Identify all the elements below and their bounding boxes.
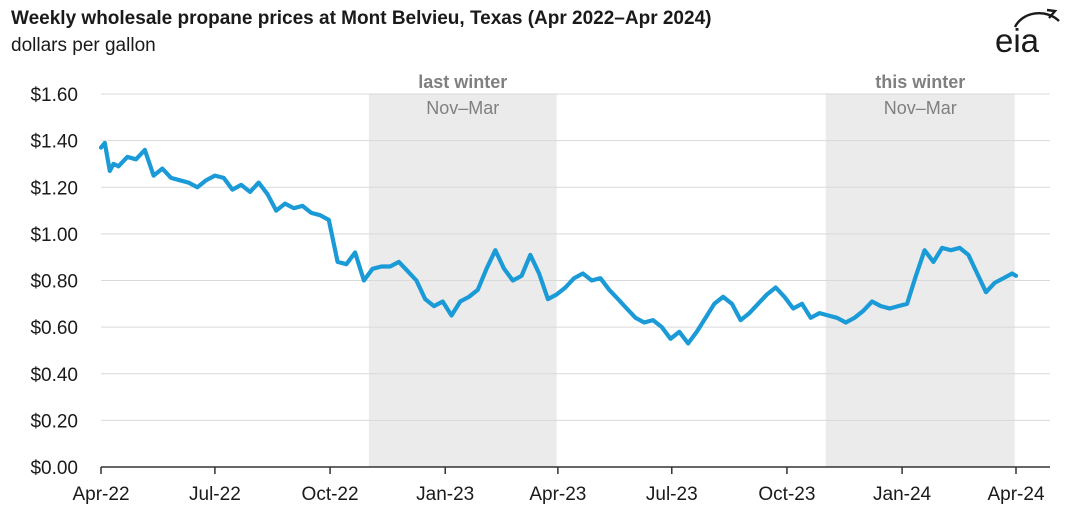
shaded-period-sublabel-2: Nov–Mar (884, 98, 957, 118)
x-tick-label-8: Apr-24 (987, 484, 1044, 505)
x-tick-label-4: Apr-23 (529, 484, 586, 505)
eia-logo-text: eia (995, 22, 1040, 59)
series-line-1 (98, 140, 1019, 346)
y-tick-label-0: $0.00 (30, 458, 78, 479)
y-tick-label-7: $1.40 (30, 132, 78, 153)
x-tick-label-0: Apr-22 (72, 484, 129, 505)
shaded-period-sublabel-1: Nov–Mar (426, 98, 499, 118)
x-tick-label-3: Jan-23 (416, 484, 474, 505)
x-tick-label-7: Jan-24 (873, 484, 932, 505)
y-tick-label-1: $0.20 (30, 411, 78, 432)
chart-title: Weekly wholesale propane prices at Mont … (11, 8, 712, 29)
y-tick-label-5: $1.00 (30, 225, 78, 246)
x-tick-label-1: Jul-22 (189, 484, 241, 505)
shaded-period-label-1: last winter (418, 72, 507, 92)
x-tick-label-5: Jul-23 (646, 484, 698, 505)
y-tick-label-3: $0.60 (30, 318, 78, 339)
y-tick-label-8: $1.60 (30, 85, 78, 106)
eia-logo: eia (995, 8, 1060, 59)
x-tick-label-6: Oct-23 (758, 484, 815, 505)
x-tick-label-2: Oct-22 (302, 484, 359, 505)
y-axis-unit-label: dollars per gallon (11, 35, 156, 56)
y-tick-label-4: $0.80 (30, 272, 78, 293)
y-tick-label-2: $0.40 (30, 365, 78, 386)
y-tick-label-6: $1.20 (30, 178, 78, 199)
shaded-period-label-2: this winter (875, 72, 965, 92)
